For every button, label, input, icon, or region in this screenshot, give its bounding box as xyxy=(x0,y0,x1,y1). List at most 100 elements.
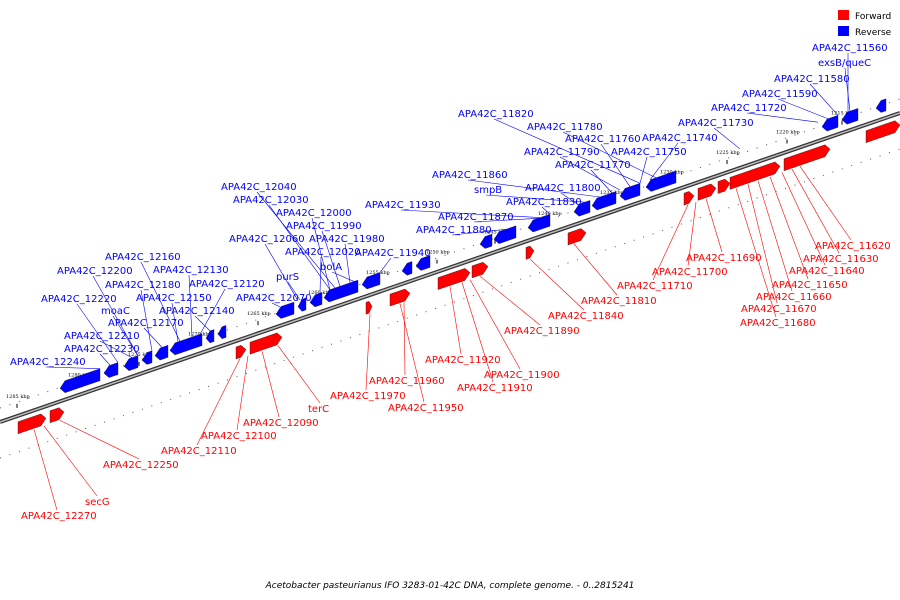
leader-line xyxy=(461,282,494,383)
gene-label-apa42c-11920: APA42C_11920 xyxy=(425,355,501,366)
leader-line xyxy=(256,191,336,289)
gene-label-apa42c-12100: APA42C_12100 xyxy=(201,431,277,442)
gene-label-apa42c-12180: APA42C_12180 xyxy=(105,280,181,291)
gene-arrow xyxy=(389,288,411,307)
gene-arrow xyxy=(619,183,641,201)
gene-arrow xyxy=(527,213,551,233)
leader-line xyxy=(791,168,840,254)
gene-label-apa42c-12230: APA42C_12230 xyxy=(64,344,140,355)
leader-line xyxy=(261,350,280,418)
leader-line xyxy=(311,217,331,290)
gene-label-apa42c-12020: APA42C_12020 xyxy=(285,247,361,258)
gene-label-apa42c-12110: APA42C_12110 xyxy=(161,446,237,457)
leader-line xyxy=(199,288,226,335)
leader-line xyxy=(747,184,778,304)
gene-label-apa42c-11990: APA42C_11990 xyxy=(286,221,362,232)
gene-label-apa42c-11690: APA42C_11690 xyxy=(686,253,762,264)
tick-label: 1245 kbp xyxy=(484,230,508,236)
gene-arrow xyxy=(567,228,587,246)
backbone xyxy=(0,98,900,459)
gene-label-apa42c-11820: APA42C_11820 xyxy=(458,109,534,120)
genome-caption: Acetobacter pasteurianus IFO 3283-01-42C… xyxy=(265,581,635,591)
leader-line xyxy=(43,425,98,497)
gene-arrow xyxy=(591,191,617,211)
gene-arrow xyxy=(323,279,359,303)
tick-label: 1285 kbp xyxy=(6,394,30,400)
gene-label-apa42c-11680: APA42C_11680 xyxy=(740,318,816,329)
gene-arrow xyxy=(401,261,413,276)
gene-arrow xyxy=(169,333,203,356)
leader-line xyxy=(236,355,249,431)
gene-label-apa42c-12140: APA42C_12140 xyxy=(159,306,235,317)
gene-arrow xyxy=(479,233,493,249)
leader-line xyxy=(485,194,586,203)
legend-forward-swatch xyxy=(838,10,849,20)
gene-arrow xyxy=(297,297,307,312)
gene-arrow xyxy=(205,329,215,344)
tick-label: 1275 kbp xyxy=(128,352,152,358)
leader-line xyxy=(473,217,539,223)
gene-label-apa42c-11950: APA42C_11950 xyxy=(388,403,464,414)
leader-line xyxy=(99,340,133,358)
gene-arrow xyxy=(415,255,431,271)
leader-line xyxy=(400,209,541,218)
gene-arrow xyxy=(309,292,323,308)
leader-line xyxy=(399,303,425,403)
leader-line xyxy=(365,313,371,391)
leader-line xyxy=(479,275,541,326)
gene-label-apa42c-11880: APA42C_11880 xyxy=(416,225,492,236)
gene-arrow xyxy=(841,108,859,125)
gene-label-apa42c-11870: APA42C_11870 xyxy=(438,212,514,223)
gene-arrow xyxy=(729,161,781,190)
gene-label-apa42c-11650: APA42C_11650 xyxy=(772,280,848,291)
gene-arrow xyxy=(865,120,900,143)
tick-label: 1215 kbp xyxy=(831,111,855,117)
gene-arrow xyxy=(365,301,373,315)
leader-line xyxy=(59,420,140,460)
gene-label-apa42c-11770: APA42C_11770 xyxy=(555,160,631,171)
tick-label: 1225 kbp xyxy=(716,150,740,156)
gene-label-exsb-quec: exsB/queC xyxy=(818,58,871,69)
leader-line xyxy=(757,180,793,292)
leader-line xyxy=(33,429,58,511)
gene-arrow xyxy=(875,98,887,113)
gene-label-apa42c-11960: APA42C_11960 xyxy=(369,376,445,387)
gene-arrow xyxy=(103,362,119,378)
gene-label-apa42c-12130: APA42C_12130 xyxy=(153,265,229,276)
reverse-leader-lines xyxy=(45,53,851,369)
gene-label-moac: moaC xyxy=(101,306,130,317)
leader-line xyxy=(562,131,657,179)
gene-label-apa42c-11740: APA42C_11740 xyxy=(642,133,718,144)
gene-label-smpb: smpB xyxy=(474,185,502,196)
gene-label-apa42c-12170: APA42C_12170 xyxy=(108,318,184,329)
gene-label-apa42c-12000: APA42C_12000 xyxy=(276,208,352,219)
leader-line xyxy=(560,192,579,205)
leader-line xyxy=(99,353,111,366)
gene-label-apa42c-11970: APA42C_11970 xyxy=(330,391,406,402)
leader-line xyxy=(171,302,179,342)
legend-reverse-swatch xyxy=(838,26,849,36)
leader-line xyxy=(449,286,462,355)
leader-line xyxy=(188,274,193,338)
gene-label-apa42c-12200: APA42C_12200 xyxy=(57,266,133,277)
gene-label-apa42c-12040: APA42C_12040 xyxy=(221,182,297,193)
gene-label-apa42c-11620: APA42C_11620 xyxy=(815,241,891,252)
gene-label-apa42c-11800: APA42C_11800 xyxy=(525,183,601,194)
gene-label-apa42c-11810: APA42C_11810 xyxy=(581,296,657,307)
leader-line xyxy=(705,198,723,253)
leader-line xyxy=(559,156,621,191)
gene-label-apa42c-11720: APA42C_11720 xyxy=(711,103,787,114)
leader-line xyxy=(713,127,741,150)
legend-forward-label: Forward xyxy=(855,12,891,22)
leader-line xyxy=(268,204,331,290)
leader-line xyxy=(639,156,648,184)
gene-label-apa42c-11660: APA42C_11660 xyxy=(756,292,832,303)
leader-line xyxy=(541,206,551,215)
gene-arrow xyxy=(717,178,731,194)
gene-label-apa42c-12060: APA42C_12060 xyxy=(229,234,305,245)
legend: Forward Reverse xyxy=(838,10,892,38)
gene-label-apa42c-12090: APA42C_12090 xyxy=(243,418,319,429)
leader-line xyxy=(76,303,119,363)
leader-line xyxy=(45,366,101,369)
